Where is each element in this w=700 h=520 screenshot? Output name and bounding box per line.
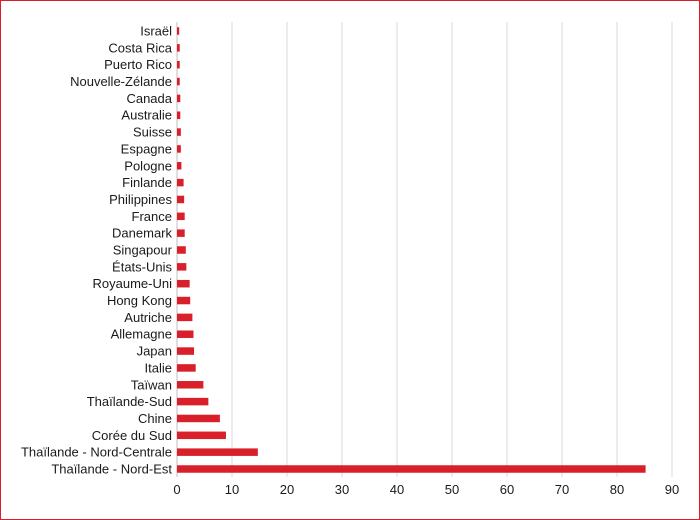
bar — [177, 111, 181, 119]
category-label: Allemagne — [111, 327, 172, 342]
bar — [177, 44, 180, 52]
category-label: Hong Kong — [107, 293, 172, 308]
category-label: États-Unis — [112, 259, 172, 274]
category-label: Finlande — [122, 175, 172, 190]
bar — [177, 162, 182, 170]
bar — [177, 431, 226, 440]
bar — [177, 94, 181, 103]
bar — [177, 145, 181, 153]
x-tick-label: 10 — [225, 482, 239, 497]
x-tick-label: 70 — [555, 482, 569, 497]
x-tick-label: 0 — [173, 482, 180, 497]
bar — [177, 414, 220, 423]
bar — [177, 178, 184, 187]
bar — [177, 195, 185, 204]
category-label: Canada — [126, 91, 172, 106]
bar — [177, 128, 181, 136]
category-label: Thaïlande - Nord-Centrale — [21, 445, 172, 460]
x-tick-label: 80 — [610, 482, 624, 497]
category-label: France — [132, 209, 172, 224]
bar — [177, 347, 195, 355]
bar — [177, 296, 191, 305]
bar — [177, 279, 190, 288]
bar — [177, 313, 193, 322]
category-label: Corée du Sud — [92, 428, 172, 443]
category-label: Japan — [137, 344, 172, 359]
bar — [177, 77, 180, 86]
category-label: Costa Rica — [108, 40, 172, 55]
bar — [177, 330, 194, 338]
bar — [177, 397, 209, 406]
category-label: Thaïlande-Sud — [87, 394, 172, 409]
x-tick-label: 90 — [665, 482, 679, 497]
bar — [177, 364, 196, 372]
category-label: Royaume-Uni — [93, 276, 173, 291]
bar — [177, 229, 185, 237]
category-label: Suisse — [133, 125, 172, 140]
bar — [177, 381, 204, 389]
bar — [177, 246, 186, 254]
category-label: Chine — [138, 411, 172, 426]
x-tick-label: 60 — [500, 482, 514, 497]
category-label: Danemark — [112, 226, 172, 241]
category-label: Italie — [145, 360, 172, 375]
category-label: Australie — [121, 108, 172, 123]
category-label: Autriche — [124, 310, 172, 325]
x-tick-label: 50 — [445, 482, 459, 497]
category-label: Singapour — [113, 243, 173, 258]
bar — [177, 263, 187, 271]
x-tick-label: 20 — [280, 482, 294, 497]
x-tick-label: 40 — [390, 482, 404, 497]
bar — [177, 448, 258, 456]
category-label: Espagne — [121, 141, 172, 156]
x-tick-label: 30 — [335, 482, 349, 497]
category-label: Taïwan — [131, 377, 172, 392]
category-label: Israël — [140, 24, 172, 39]
bar — [177, 465, 646, 473]
category-label: Pologne — [124, 158, 172, 173]
bar — [177, 212, 185, 221]
category-label: Nouvelle-Zélande — [70, 74, 172, 89]
bar — [177, 60, 180, 69]
category-label: Thaïlande - Nord-Est — [51, 462, 172, 477]
category-label: Philippines — [109, 192, 172, 207]
category-label: Puerto Rico — [104, 57, 172, 72]
bar — [177, 27, 180, 35]
